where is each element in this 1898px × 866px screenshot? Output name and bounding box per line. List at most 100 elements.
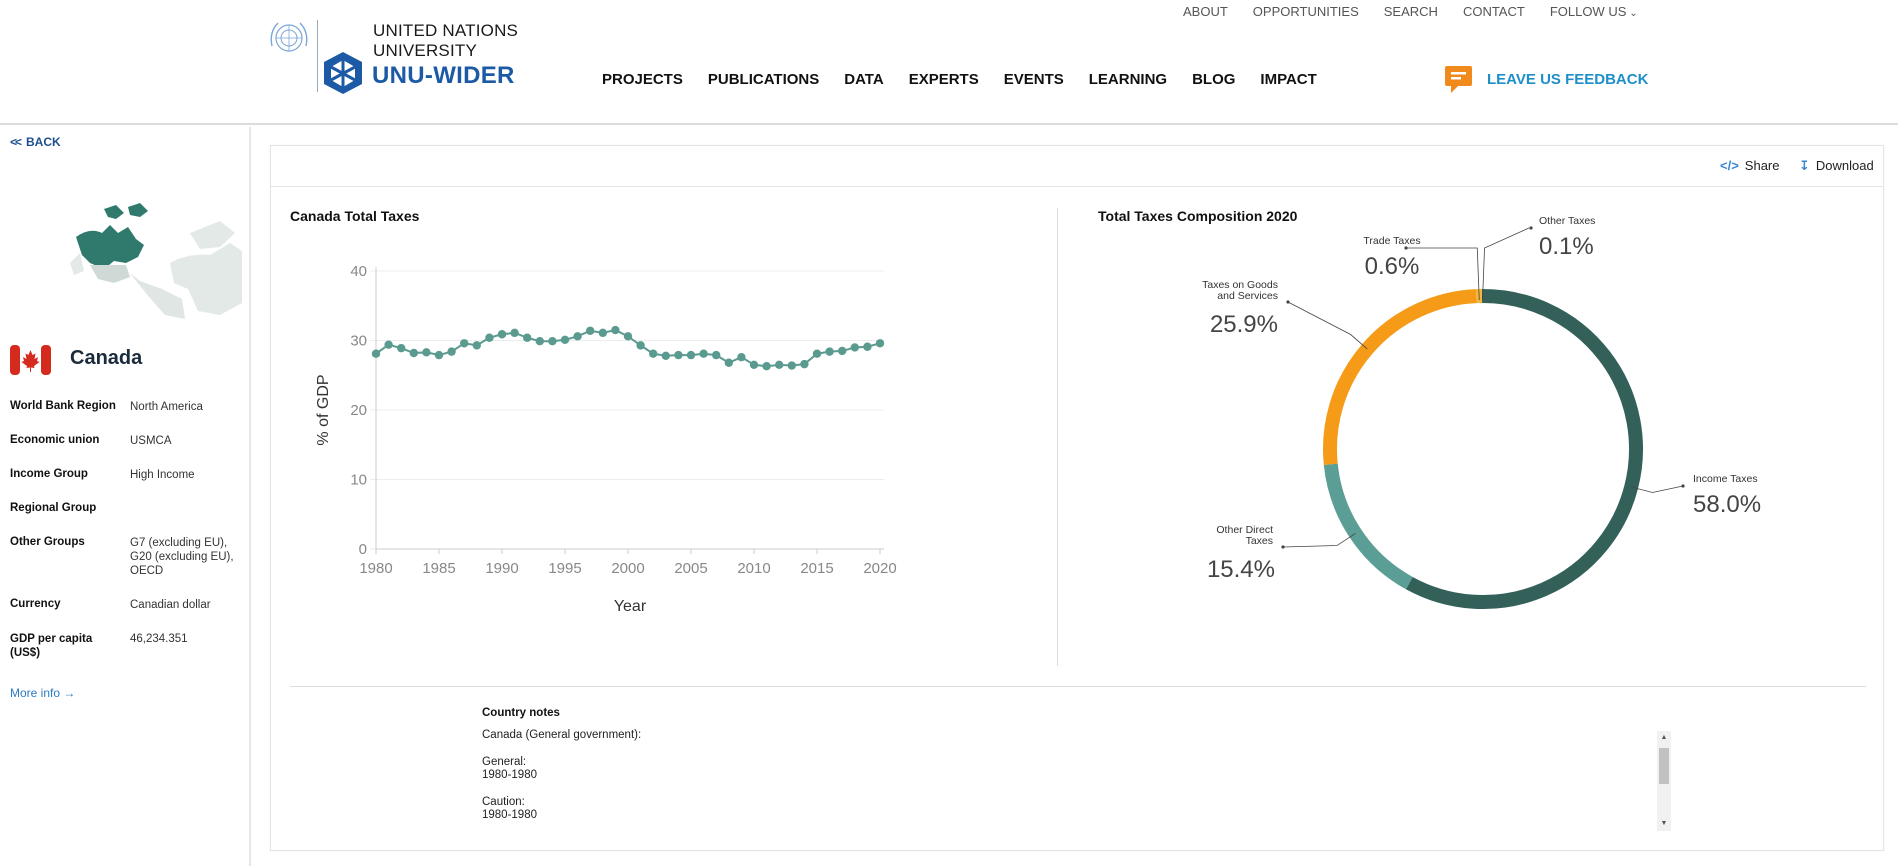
nav-experts[interactable]: EXPERTS: [909, 71, 979, 88]
x-tick-label: 1980: [359, 560, 392, 577]
data-point: [536, 337, 544, 345]
info-value: [130, 502, 240, 536]
x-tick-label: 1985: [422, 560, 455, 577]
leader-dot: [1681, 484, 1684, 487]
download-icon: ↧: [1799, 158, 1810, 173]
slice-value-label: 15.4%: [1207, 556, 1275, 583]
unu-wider-logo[interactable]: UNITED NATIONS UNIVERSITY UNU-WIDER: [266, 16, 526, 100]
notes-divider: [290, 686, 1866, 687]
top-link-search[interactable]: SEARCH: [1384, 4, 1438, 19]
pie-slice: [1330, 296, 1476, 464]
data-point: [636, 341, 644, 349]
logo-text-wider: UNU-WIDER: [372, 62, 515, 90]
info-key: Currency: [10, 598, 130, 632]
nav-projects[interactable]: PROJECTS: [602, 71, 683, 88]
notes-scrollbar[interactable]: ▲ ▼: [1657, 731, 1671, 831]
leader-line: [1283, 533, 1355, 547]
logo-divider: [317, 20, 318, 92]
feedback-icon: [1444, 64, 1473, 95]
canada-flag-icon: [10, 345, 51, 375]
data-point: [838, 347, 846, 355]
double-chevron-left-icon: <<: [10, 135, 20, 149]
info-row: Regional Group: [10, 502, 240, 536]
pie-slice: [1409, 296, 1636, 602]
info-row: Income Group High Income: [10, 468, 240, 502]
data-point: [422, 348, 430, 356]
share-label: Share: [1745, 158, 1780, 173]
info-value: High Income: [130, 468, 240, 502]
scroll-down-arrow-icon[interactable]: ▼: [1657, 817, 1671, 831]
data-point: [674, 351, 682, 359]
info-key: GDP per capita (US$): [10, 632, 110, 672]
nav-blog[interactable]: BLOG: [1192, 71, 1235, 88]
info-key: Income Group: [10, 468, 130, 502]
info-key: Regional Group: [10, 502, 130, 536]
notes-line: General:: [482, 756, 526, 768]
data-point: [611, 326, 619, 334]
leave-feedback-button[interactable]: LEAVE US FEEDBACK: [1444, 64, 1648, 95]
y-axis-title: % of GDP: [315, 374, 332, 445]
notes-line: 1980-1980: [482, 769, 537, 781]
x-axis-title: Year: [614, 598, 647, 615]
notes-body: Canada (General government): General: 198…: [482, 729, 1672, 822]
nav-publications[interactable]: PUBLICATIONS: [708, 71, 819, 88]
more-info-link[interactable]: More info →: [10, 686, 75, 700]
un-emblem-icon: [266, 18, 312, 58]
data-point: [435, 351, 443, 359]
y-tick-label: 30: [350, 333, 367, 350]
line-chart-title: Canada Total Taxes: [290, 208, 419, 224]
data-point: [485, 334, 493, 342]
slice-category-label: Other Taxes: [1539, 215, 1595, 227]
data-point: [523, 334, 531, 342]
x-tick-label: 2005: [674, 560, 707, 577]
info-row: Economic union USMCA: [10, 434, 240, 468]
data-point: [573, 332, 581, 340]
slice-value-label: 0.6%: [1365, 253, 1420, 280]
y-tick-label: 40: [350, 263, 367, 280]
data-point: [384, 340, 392, 348]
donut-chart: Income Taxes58.0%Other DirectTaxes15.4%T…: [1127, 206, 1827, 666]
download-button[interactable]: ↧ Download: [1799, 158, 1874, 174]
top-link-contact[interactable]: CONTACT: [1463, 4, 1525, 19]
slice-category-label: Trade Taxes: [1363, 235, 1420, 247]
data-point: [649, 350, 657, 358]
x-tick-label: 1990: [485, 560, 518, 577]
nav-impact[interactable]: IMPACT: [1260, 71, 1316, 88]
data-point: [473, 341, 481, 349]
data-point: [762, 362, 770, 370]
info-row: GDP per capita (US$) 46,234.351: [10, 632, 240, 672]
x-tick-label: 2020: [863, 560, 896, 577]
top-link-follow-us[interactable]: FOLLOW US ⌄: [1550, 4, 1638, 19]
info-value: North America: [130, 400, 240, 434]
charts-card: </> Share ↧ Download Canada Total Taxes To…: [270, 145, 1884, 851]
info-value: G7 (excluding EU), G20 (excluding EU), O…: [130, 536, 240, 598]
data-point: [548, 337, 556, 345]
y-tick-label: 20: [350, 402, 367, 419]
data-point: [397, 344, 405, 352]
code-icon: </>: [1720, 158, 1739, 173]
logo-text-line2: UNIVERSITY: [373, 41, 477, 61]
scrollbar-thumb[interactable]: [1659, 748, 1669, 784]
top-link-opportunities[interactable]: OPPORTUNITIES: [1253, 4, 1359, 19]
slice-value-label: 58.0%: [1693, 491, 1761, 518]
follow-us-label: FOLLOW US: [1550, 4, 1627, 19]
data-point: [800, 360, 808, 368]
data-point: [599, 329, 607, 337]
leader-dot: [1286, 300, 1289, 303]
x-tick-label: 2000: [611, 560, 644, 577]
scroll-up-arrow-icon[interactable]: ▲: [1657, 731, 1671, 745]
nav-events[interactable]: EVENTS: [1004, 71, 1064, 88]
slice-value-label: 25.9%: [1210, 311, 1278, 338]
nav-data[interactable]: DATA: [844, 71, 883, 88]
back-link[interactable]: << BACK: [10, 135, 61, 149]
data-point: [687, 351, 695, 359]
info-value: Canadian dollar: [130, 598, 240, 632]
leader-dot: [1281, 545, 1284, 548]
notes-line: Canada (General government):: [482, 729, 1672, 742]
share-button[interactable]: </> Share: [1720, 158, 1780, 173]
top-link-about[interactable]: ABOUT: [1183, 4, 1228, 19]
slice-category-label: and Services: [1217, 290, 1278, 302]
slice-category-label: Income Taxes: [1693, 473, 1758, 485]
data-point: [712, 351, 720, 359]
nav-learning[interactable]: LEARNING: [1089, 71, 1167, 88]
